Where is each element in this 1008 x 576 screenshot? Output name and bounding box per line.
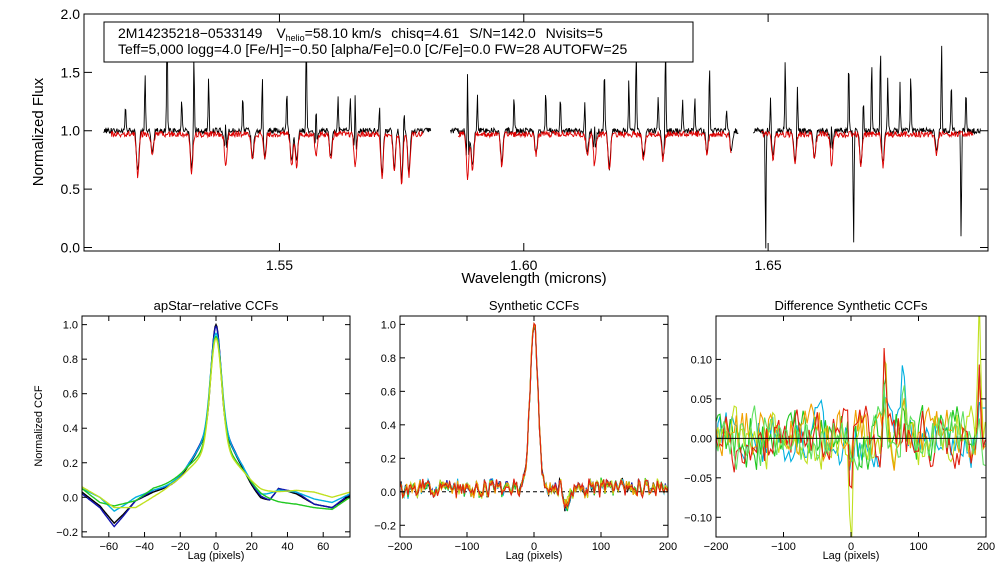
y-tick-label: 1.0 — [63, 320, 78, 332]
apstar-ccf-ylabel: Normalized CCF — [33, 385, 45, 467]
y-tick-label: 0.10 — [691, 354, 712, 366]
x-tick-label: 200 — [977, 541, 995, 553]
spectrum-axis-ticks: 1.55 1.60 1.65 0.0 0.5 1.0 1.5 2.0 — [61, 6, 988, 273]
x-tick-label: 0 — [848, 541, 854, 553]
y-tick-label: 0.05 — [691, 394, 712, 406]
ccf-series-visit3 — [82, 332, 350, 512]
vhelio-value: =58.10 km/s — [305, 25, 382, 41]
x-tick-label: −20 — [171, 541, 190, 553]
synthetic-ccf-lines — [400, 321, 668, 512]
y-tick-label: 0.8 — [381, 353, 396, 365]
difference-ccf-title: Difference Synthetic CCFs — [775, 298, 928, 313]
diff-series-diff6 — [716, 383, 986, 471]
x-tick-label: −60 — [99, 541, 118, 553]
spectrum-ylabel: Normalized Flux — [30, 77, 47, 186]
synthetic-ccf-xlabel: Lag (pixels) — [506, 550, 563, 562]
difference-ccf-plot-area — [716, 316, 986, 537]
y-tick-label: 0.4 — [63, 423, 78, 435]
synthetic-ccf-frame — [399, 315, 669, 538]
nvisits: Nvisits=5 — [546, 25, 603, 41]
y-tick-label: −0.2 — [374, 520, 396, 532]
y-tick-label: 0.00 — [691, 433, 712, 445]
synthetic-ccf-panel: Synthetic CCFs −200 −100 0 100 200 −0.2 0.0 0.2… — [374, 298, 677, 562]
info-line2: Teff=5,000 logg=4.0 [Fe/H]=−0.50 [alpha/… — [118, 41, 627, 57]
y-tick-label: 1.0 — [381, 319, 396, 331]
x-tick-label: 1.65 — [754, 257, 781, 273]
difference-ccf-panel: Difference Synthetic CCFs −200 −100 0 100 20… — [684, 298, 995, 562]
x-tick-label: −100 — [771, 541, 796, 553]
chisq: chisq=4.61 — [391, 25, 459, 41]
x-tick-label: −200 — [704, 541, 729, 553]
difference-ccf-axis-ticks: −200 −100 0 100 200 −0.10 −0.05 0.00 0.05 0.10 — [684, 316, 995, 553]
x-tick-label: 0 — [213, 541, 219, 553]
x-tick-label: 60 — [317, 541, 329, 553]
spectrum-lines — [103, 29, 981, 249]
y-tick-label: 0.2 — [63, 458, 78, 470]
info-line1: 2M14235218−0533149 Vhelio=58.10 km/s chi… — [118, 25, 603, 43]
vhelio-prefix: V — [276, 25, 286, 41]
star-id: 2M14235218−0533149 — [118, 25, 263, 41]
x-tick-label: 20 — [246, 541, 258, 553]
y-tick-label: 0.2 — [381, 453, 396, 465]
y-tick-label: 0.5 — [61, 181, 81, 197]
ccf-series-visit7 — [400, 322, 668, 510]
ccf-series-visit5 — [82, 337, 350, 509]
observed-spectrum-line — [450, 48, 739, 171]
apstar-ccf-title: apStar−relative CCFs — [154, 298, 279, 313]
x-tick-label: −40 — [135, 541, 154, 553]
model-spectrum-line — [110, 129, 424, 185]
x-tick-label: 40 — [281, 541, 293, 553]
y-tick-label: 0.0 — [61, 239, 81, 255]
x-tick-label: 1.60 — [510, 257, 537, 273]
y-tick-label: −0.10 — [684, 512, 712, 524]
y-tick-label: 0.8 — [63, 354, 78, 366]
spectrum-panel: 1.55 1.60 1.65 0.0 0.5 1.0 1.5 2.0 2M14235218−0… — [30, 6, 989, 287]
y-tick-label: 0.6 — [381, 386, 396, 398]
x-tick-label: 100 — [909, 541, 927, 553]
apstar-ccf-plot-area — [82, 322, 350, 528]
x-tick-label: 1.55 — [266, 257, 293, 273]
model-spectrum-line — [761, 130, 974, 169]
diff-series-diff5 — [716, 347, 986, 489]
ccf-series-visit2 — [82, 324, 350, 528]
spectrum-plot-area — [103, 29, 981, 249]
model-spectrum-line — [457, 129, 732, 181]
observed-spectrum-line — [753, 45, 981, 249]
y-tick-label: 0.6 — [63, 389, 78, 401]
x-tick-label: 100 — [592, 541, 610, 553]
apstar-ccf-panel: apStar−relative CCFs −60 −40 −20 0 20 40 60 −0.… — [33, 298, 351, 562]
vhelio-sub: helio — [286, 33, 305, 43]
y-tick-label: 0.0 — [63, 492, 78, 504]
y-tick-label: −0.05 — [684, 473, 712, 485]
spectrum-xlabel: Wavelength (microns) — [461, 270, 606, 287]
ccf-series-visit4 — [82, 335, 350, 511]
ccf-series-visit5 — [400, 323, 668, 507]
apstar-ccf-xlabel: Lag (pixels) — [188, 550, 245, 562]
synthetic-ccf-plot-area — [400, 321, 668, 512]
info-box — [103, 21, 694, 63]
x-tick-label: 0 — [531, 541, 537, 553]
y-tick-label: 1.5 — [61, 64, 81, 80]
snr: S/N=142.0 — [469, 25, 536, 41]
y-tick-label: 0.4 — [381, 420, 396, 432]
x-tick-label: −200 — [388, 541, 413, 553]
synthetic-ccf-axis-ticks: −200 −100 0 100 200 −0.2 0.0 0.2 0.4 0.6 0.8 1.0 — [374, 316, 677, 553]
y-tick-label: 2.0 — [61, 6, 81, 22]
y-tick-label: −0.2 — [56, 527, 78, 539]
x-tick-label: 200 — [659, 541, 677, 553]
difference-ccf-lines — [716, 316, 986, 537]
apstar-ccf-lines — [82, 322, 350, 528]
ccf-series-visit1 — [82, 322, 350, 525]
x-tick-label: −100 — [455, 541, 480, 553]
synthetic-ccf-title: Synthetic CCFs — [489, 298, 580, 313]
y-tick-label: 1.0 — [61, 123, 81, 139]
y-tick-label: 0.0 — [381, 487, 396, 499]
difference-ccf-xlabel: Lag (pixels) — [823, 550, 880, 562]
apstar-ccf-axis-ticks: −60 −40 −20 0 20 40 60 −0.2 0.0 0.2 0.4 0.6 0.8 1.0 — [56, 316, 350, 553]
spectrum-frame — [83, 13, 989, 252]
diff-series-diff3 — [716, 316, 986, 537]
